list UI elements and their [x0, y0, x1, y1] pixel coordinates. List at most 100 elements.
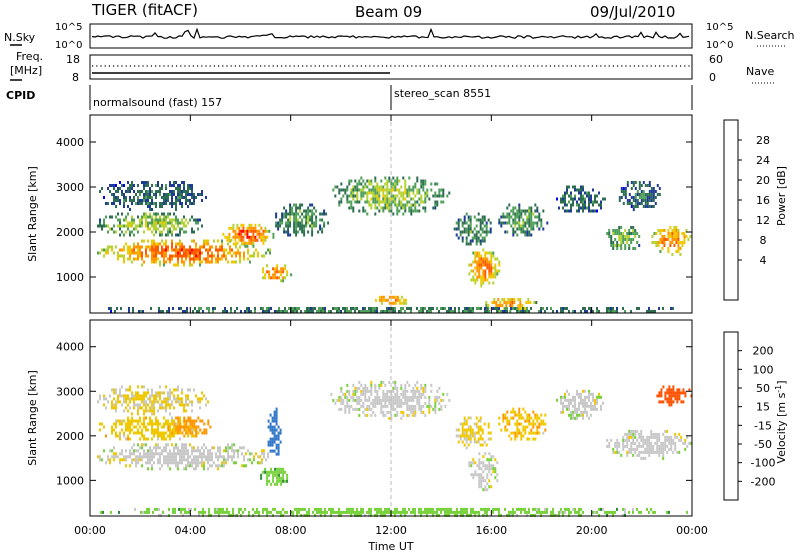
heatmap-cell	[670, 391, 673, 395]
heatmap-cell	[239, 257, 241, 261]
heatmap-cell	[648, 307, 650, 310]
heatmap-cell	[237, 251, 239, 255]
heatmap-cell	[144, 510, 146, 514]
heatmap-cell	[135, 224, 137, 228]
heatmap-cell	[526, 437, 529, 441]
heatmap-cell	[308, 513, 310, 517]
heatmap-cell	[668, 510, 670, 514]
heatmap-cell	[568, 413, 570, 417]
heatmap-cell	[620, 232, 623, 235]
heatmap-cell	[199, 245, 201, 249]
heatmap-cell	[338, 307, 340, 310]
heatmap-cell	[560, 310, 562, 313]
heatmap-cell	[422, 179, 425, 183]
heatmap-cell	[169, 391, 171, 395]
heatmap-cell	[582, 209, 584, 213]
heatmap-cell	[145, 455, 147, 459]
heatmap-cell	[153, 446, 155, 450]
heatmap-cell	[642, 456, 645, 460]
heatmap-cell	[177, 221, 179, 225]
heatmap-cell	[440, 407, 443, 411]
heatmap-cell	[147, 202, 149, 205]
heatmap-cell	[412, 507, 414, 511]
heatmap-cell	[177, 385, 179, 389]
heatmap-cell	[475, 416, 478, 420]
heatmap-cell	[139, 245, 141, 249]
heatmap-cell	[125, 215, 127, 219]
heatmap-cell	[526, 215, 529, 219]
heatmap-cell	[511, 301, 514, 304]
heatmap-cell	[418, 389, 421, 393]
heatmap-cell	[149, 449, 151, 453]
heatmap-cell	[642, 450, 645, 454]
heatmap-cell	[217, 455, 219, 459]
heatmap-cell	[473, 227, 476, 231]
heatmap-cell	[674, 447, 677, 451]
heatmap-cell	[574, 185, 576, 189]
heatmap-cell	[177, 184, 179, 187]
heatmap-cell	[660, 450, 663, 454]
heatmap-cell	[492, 467, 495, 471]
heatmap-cell	[143, 409, 145, 413]
heatmap-cell	[205, 446, 207, 450]
heatmap-cell	[468, 263, 471, 267]
heatmap-cell	[400, 200, 403, 204]
heatmap-cell	[159, 205, 161, 208]
heatmap-cell	[127, 205, 129, 208]
heatmap-cell	[476, 263, 479, 267]
heatmap-cell	[115, 215, 117, 219]
heatmap-cell	[187, 452, 189, 456]
heatmap-cell	[332, 510, 334, 514]
heatmap-cell	[632, 441, 635, 445]
heatmap-cell	[278, 307, 280, 310]
heatmap-cell	[390, 203, 393, 207]
heatmap-cell	[568, 507, 570, 511]
heatmap-cell	[307, 212, 310, 216]
heatmap-cell	[169, 412, 171, 416]
heatmap-cell	[197, 464, 199, 468]
heatmap-cell	[481, 428, 484, 432]
heatmap-cell	[152, 510, 154, 514]
heatmap-cell	[448, 310, 450, 313]
heatmap-cell	[376, 310, 378, 313]
heatmap-cell	[519, 304, 522, 307]
heatmap-cell	[630, 310, 632, 313]
heatmap-cell	[151, 464, 153, 468]
heatmap-cell	[388, 176, 391, 180]
heatmap-cell	[494, 507, 496, 511]
heatmap-cell	[348, 194, 351, 198]
heatmap-cell	[368, 182, 371, 186]
heatmap-cell	[171, 248, 173, 252]
heatmap-cell	[476, 278, 479, 282]
heatmap-cell	[434, 395, 437, 399]
heatmap-cell	[169, 437, 171, 441]
heatmap-cell	[422, 188, 425, 192]
colorbar-tick-label: 4	[760, 254, 767, 267]
heatmap-cell	[473, 431, 476, 435]
heatmap-cell	[455, 233, 458, 237]
heatmap-cell	[484, 464, 487, 468]
heatmap-cell	[650, 205, 653, 208]
heatmap-cell	[167, 193, 169, 196]
heatmap-cell	[478, 510, 480, 514]
heatmap-cell	[277, 221, 280, 225]
heatmap-cell	[416, 307, 418, 310]
heatmap-cell	[227, 446, 229, 450]
heatmap-cell	[396, 209, 399, 213]
heatmap-cell	[465, 221, 468, 225]
heatmap-cell	[664, 394, 667, 398]
heatmap-cell	[295, 215, 298, 219]
heatmap-cell	[489, 431, 492, 435]
heatmap-cell	[125, 458, 127, 462]
heatmap-cell	[252, 238, 255, 242]
heatmap-cell	[606, 444, 609, 448]
heatmap-cell	[465, 422, 468, 426]
heatmap-cell	[276, 310, 278, 313]
heatmap-cell	[392, 182, 395, 186]
heatmap-cell	[119, 199, 121, 202]
heatmap-cell	[512, 510, 514, 514]
heatmap-cell	[103, 221, 105, 225]
heatmap-cell	[163, 218, 165, 222]
heatmap-cell	[461, 422, 464, 426]
heatmap-cell	[157, 434, 159, 438]
